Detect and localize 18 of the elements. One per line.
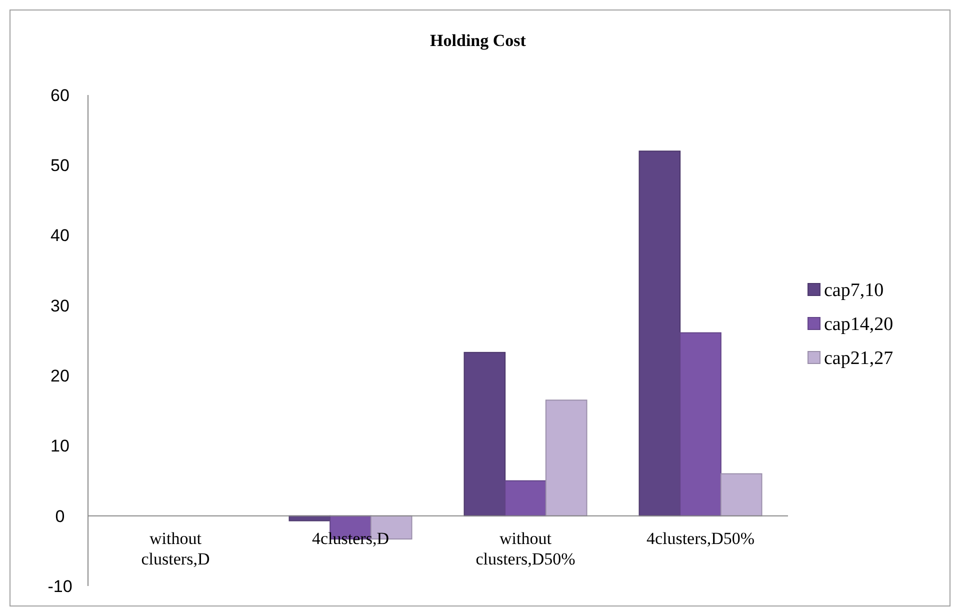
- x-tick-label: 4clusters,D50%: [646, 528, 755, 548]
- y-tick-label: 50: [50, 156, 70, 176]
- chart-title: Holding Cost: [430, 31, 526, 50]
- legend-label: cap14,20: [824, 314, 894, 336]
- x-tick-label: 4clusters,D: [312, 528, 389, 548]
- y-tick-label: 40: [50, 226, 70, 246]
- y-tick-label: -10: [48, 576, 72, 596]
- legend-label: cap7,10: [824, 280, 884, 302]
- y-tick-label: 30: [50, 296, 70, 316]
- bar: [720, 473, 762, 516]
- x-tick-label: without clusters,D50%: [476, 528, 576, 568]
- legend-label: cap21,27: [824, 348, 894, 370]
- y-tick-label: 20: [50, 366, 70, 386]
- y-tick-label: 60: [50, 86, 70, 105]
- y-tick-label: 10: [50, 436, 70, 456]
- bar: [545, 400, 588, 516]
- y-tick-label: 0: [55, 506, 65, 526]
- x-tick-label: without clusters,D: [141, 528, 210, 568]
